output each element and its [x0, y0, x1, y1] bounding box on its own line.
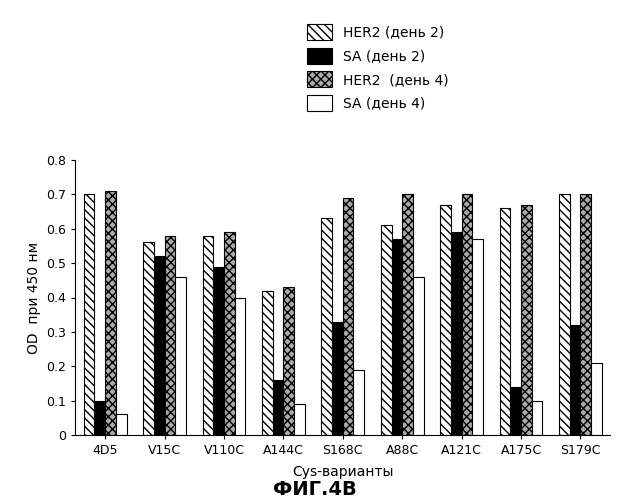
Bar: [391, 239, 402, 435]
Bar: [591, 363, 602, 435]
Bar: [343, 198, 353, 435]
Bar: [235, 298, 245, 435]
Bar: [332, 322, 343, 435]
Bar: [224, 232, 235, 435]
Bar: [510, 387, 521, 435]
Bar: [294, 404, 305, 435]
Bar: [381, 226, 391, 435]
Bar: [273, 380, 284, 435]
Bar: [262, 290, 273, 435]
Bar: [521, 204, 532, 435]
Bar: [105, 191, 116, 435]
Bar: [413, 277, 423, 435]
Bar: [570, 325, 581, 435]
Bar: [94, 400, 105, 435]
Bar: [203, 236, 213, 435]
Bar: [402, 194, 413, 435]
Text: ФИГ.4В: ФИГ.4В: [272, 480, 357, 499]
Bar: [165, 236, 175, 435]
Legend: HER2 (день 2), SA (день 2), HER2  (день 4), SA (день 4): HER2 (день 2), SA (день 2), HER2 (день 4…: [299, 17, 455, 118]
Bar: [143, 242, 154, 435]
Bar: [84, 194, 94, 435]
Bar: [116, 414, 126, 435]
Bar: [440, 204, 451, 435]
Bar: [451, 232, 462, 435]
Bar: [532, 400, 542, 435]
Bar: [175, 277, 186, 435]
Bar: [321, 218, 332, 435]
X-axis label: Cys-варианты: Cys-варианты: [292, 466, 394, 479]
Bar: [499, 208, 510, 435]
Bar: [462, 194, 472, 435]
Y-axis label: OD  при 450 нм: OD при 450 нм: [27, 242, 41, 354]
Bar: [284, 287, 294, 435]
Bar: [472, 239, 483, 435]
Bar: [213, 266, 224, 435]
Bar: [353, 370, 364, 435]
Bar: [581, 194, 591, 435]
Bar: [154, 256, 165, 435]
Bar: [559, 194, 570, 435]
